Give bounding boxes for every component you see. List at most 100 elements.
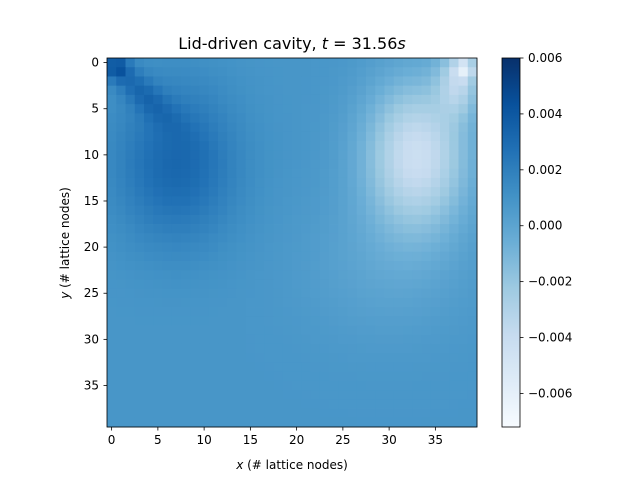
heatmap-cell xyxy=(134,196,145,207)
heatmap-cell xyxy=(356,113,367,123)
heatmap-cell xyxy=(264,159,274,170)
heatmap-cell xyxy=(393,297,404,308)
heatmap-cell xyxy=(292,408,302,419)
heatmap-cell xyxy=(208,251,219,262)
heatmap-cell xyxy=(467,307,478,317)
heatmap-cell xyxy=(245,85,256,96)
heatmap-cell xyxy=(430,270,441,280)
heatmap-cell xyxy=(310,325,321,336)
heatmap-cell xyxy=(449,390,459,400)
heatmap-cell xyxy=(366,343,376,354)
heatmap-cell xyxy=(375,270,385,280)
heatmap-cell xyxy=(440,131,450,142)
heatmap-cell xyxy=(384,233,395,243)
heatmap-cell xyxy=(301,233,311,243)
heatmap-cell xyxy=(190,260,200,271)
heatmap-cell xyxy=(107,334,117,345)
heatmap-cell xyxy=(384,343,395,354)
heatmap-cell xyxy=(273,159,284,170)
heatmap-cell xyxy=(301,67,311,77)
heatmap-cell xyxy=(375,390,385,400)
heatmap-cell xyxy=(218,325,228,336)
heatmap-cell xyxy=(153,224,163,234)
heatmap-cell xyxy=(384,113,395,123)
heatmap-cell xyxy=(171,408,182,419)
heatmap-cell xyxy=(338,399,348,409)
heatmap-cell xyxy=(153,205,163,216)
heatmap-cell xyxy=(199,279,210,290)
heatmap-cell xyxy=(125,168,136,179)
heatmap-cell xyxy=(458,260,469,271)
heatmap-cell xyxy=(440,58,450,68)
heatmap-cell xyxy=(384,168,395,179)
heatmap-cell xyxy=(403,390,413,400)
heatmap-cell xyxy=(430,150,441,160)
heatmap-cell xyxy=(199,307,210,317)
heatmap-cell xyxy=(236,159,247,170)
heatmap-cell xyxy=(458,242,469,253)
heatmap-cell xyxy=(144,159,154,170)
heatmap-cell xyxy=(264,141,274,151)
heatmap-cell xyxy=(107,260,117,271)
heatmap-cell xyxy=(264,104,274,114)
heatmap-cell xyxy=(264,307,274,317)
heatmap-cell xyxy=(107,316,117,326)
heatmap-cell xyxy=(292,94,302,105)
heatmap-cell xyxy=(245,224,256,234)
heatmap-cell xyxy=(467,362,478,373)
heatmap-cell xyxy=(245,141,256,151)
heatmap-cell xyxy=(403,67,413,77)
heatmap-cell xyxy=(236,113,247,123)
heatmap-cell xyxy=(338,85,348,96)
heatmap-cell xyxy=(116,76,126,87)
heatmap-cell xyxy=(273,131,284,142)
heatmap-cell xyxy=(245,288,256,299)
heatmap-cell xyxy=(218,187,228,197)
heatmap-cell xyxy=(347,270,358,280)
heatmap-cell xyxy=(245,168,256,179)
heatmap-cell xyxy=(245,270,256,280)
heatmap-cell xyxy=(292,214,302,225)
heatmap-cell xyxy=(181,399,191,409)
heatmap-cell xyxy=(356,94,367,105)
heatmap-cell xyxy=(264,288,274,299)
heatmap-cell xyxy=(190,251,200,262)
heatmap-cell xyxy=(181,205,191,216)
heatmap-cell xyxy=(375,343,385,354)
x-tick-label: 10 xyxy=(196,433,211,447)
heatmap-cell xyxy=(218,159,228,170)
heatmap-cell xyxy=(449,85,459,96)
heatmap-cell xyxy=(171,131,182,142)
heatmap-cell xyxy=(171,196,182,207)
heatmap-cell xyxy=(153,307,163,317)
heatmap-cell xyxy=(134,380,145,391)
heatmap-cell xyxy=(227,307,237,317)
heatmap-cell xyxy=(199,260,210,271)
heatmap-cell xyxy=(181,131,191,142)
heatmap-cell xyxy=(264,224,274,234)
heatmap-cell xyxy=(393,408,404,419)
heatmap-cell xyxy=(356,334,367,345)
heatmap-cell xyxy=(347,58,358,68)
heatmap-cell xyxy=(107,141,117,151)
heatmap-cell xyxy=(347,76,358,87)
heatmap-cell xyxy=(273,168,284,179)
heatmap-cell xyxy=(227,334,237,345)
heatmap-cell xyxy=(440,307,450,317)
heatmap-cell xyxy=(245,343,256,354)
heatmap-cell xyxy=(458,353,469,363)
heatmap-cell xyxy=(329,67,339,77)
heatmap-cell xyxy=(181,233,191,243)
heatmap-cell xyxy=(440,177,450,188)
heatmap-cell xyxy=(467,85,478,96)
x-axis-label: x (# lattice nodes) xyxy=(235,458,348,472)
heatmap-cell xyxy=(134,76,145,87)
colorbar-tick-label: −0.002 xyxy=(528,275,572,289)
heatmap-cell xyxy=(384,67,395,77)
heatmap-cell xyxy=(273,270,284,280)
heatmap-cell xyxy=(199,94,210,105)
heatmap-cell xyxy=(310,270,321,280)
heatmap-cell xyxy=(440,260,450,271)
heatmap-cell xyxy=(107,58,117,68)
heatmap-cell xyxy=(329,251,339,262)
